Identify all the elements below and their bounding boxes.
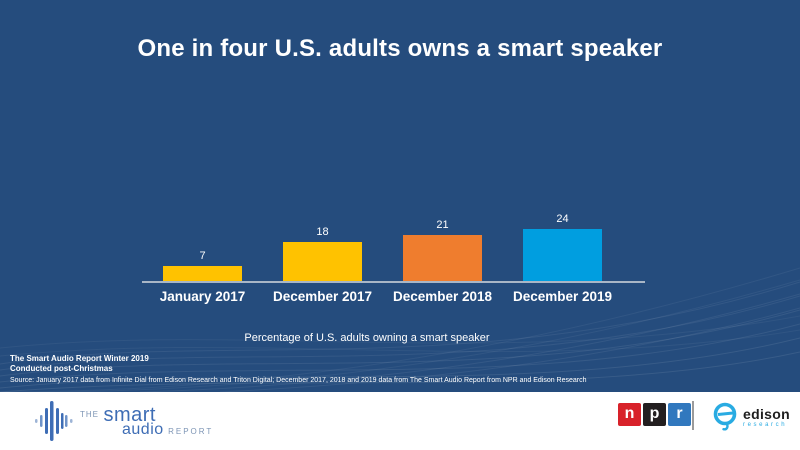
smart-audio-logo-text: THE smart audio REPORT — [80, 405, 213, 438]
footer-bar: THE smart audio REPORT n p r ediso — [0, 392, 800, 450]
bar-rect — [403, 235, 482, 281]
footer-logo-divider — [692, 401, 694, 430]
chart-caption: Percentage of U.S. adults owning a smart… — [244, 332, 490, 344]
bar-value-label: 7 — [199, 250, 206, 262]
logo-word-audio: audio — [122, 420, 164, 438]
bar-december-2019: 24 — [523, 213, 602, 281]
audio-waveform-icon — [35, 401, 73, 441]
slide-title: One in four U.S. adults owns a smart spe… — [137, 35, 663, 62]
x-axis-label-december-2019: December 2019 — [512, 289, 613, 304]
edison-research-logo: edison research — [712, 401, 790, 433]
edison-e-icon — [713, 402, 737, 431]
npr-logo: n p r — [618, 403, 691, 426]
bar-december-2018: 21 — [403, 219, 482, 281]
report-footnote: The Smart Audio Report Winter 2019 Condu… — [10, 354, 149, 374]
bar-chart: 7 18 21 24 January 2017 December 2017 De… — [142, 200, 645, 304]
footnote-line-2: Conducted post-Christmas — [10, 364, 113, 373]
bar-value-label: 18 — [316, 226, 329, 238]
x-axis-label-december-2018: December 2018 — [392, 289, 493, 304]
source-attribution: Source: January 2017 data from Infinite … — [10, 377, 587, 384]
logo-word-report: REPORT — [168, 426, 214, 436]
logo-word-the: THE — [80, 409, 99, 419]
slide-background: One in four U.S. adults owns a smart spe… — [0, 0, 800, 392]
bar-january-2017: 7 — [163, 250, 242, 281]
bar-rect — [163, 266, 242, 281]
npr-letter-p: p — [643, 403, 666, 426]
edison-name: edison — [743, 405, 790, 422]
bar-value-label: 24 — [556, 213, 569, 225]
edison-sub: research — [743, 421, 788, 428]
edison-logo-text: edison research — [743, 407, 790, 428]
bar-rect — [523, 229, 602, 281]
footnote-line-1: The Smart Audio Report Winter 2019 — [10, 354, 149, 363]
x-axis-label-december-2017: December 2017 — [272, 289, 373, 304]
npr-letter-r: r — [668, 403, 691, 426]
bar-december-2017: 18 — [283, 226, 362, 281]
bar-value-label: 21 — [436, 219, 449, 231]
smart-audio-report-logo: THE smart audio REPORT — [34, 399, 213, 443]
npr-letter-n: n — [618, 403, 641, 426]
bar-rect — [283, 242, 362, 281]
logo-word-smart: smart — [103, 403, 156, 426]
x-axis-label-january-2017: January 2017 — [159, 289, 246, 304]
